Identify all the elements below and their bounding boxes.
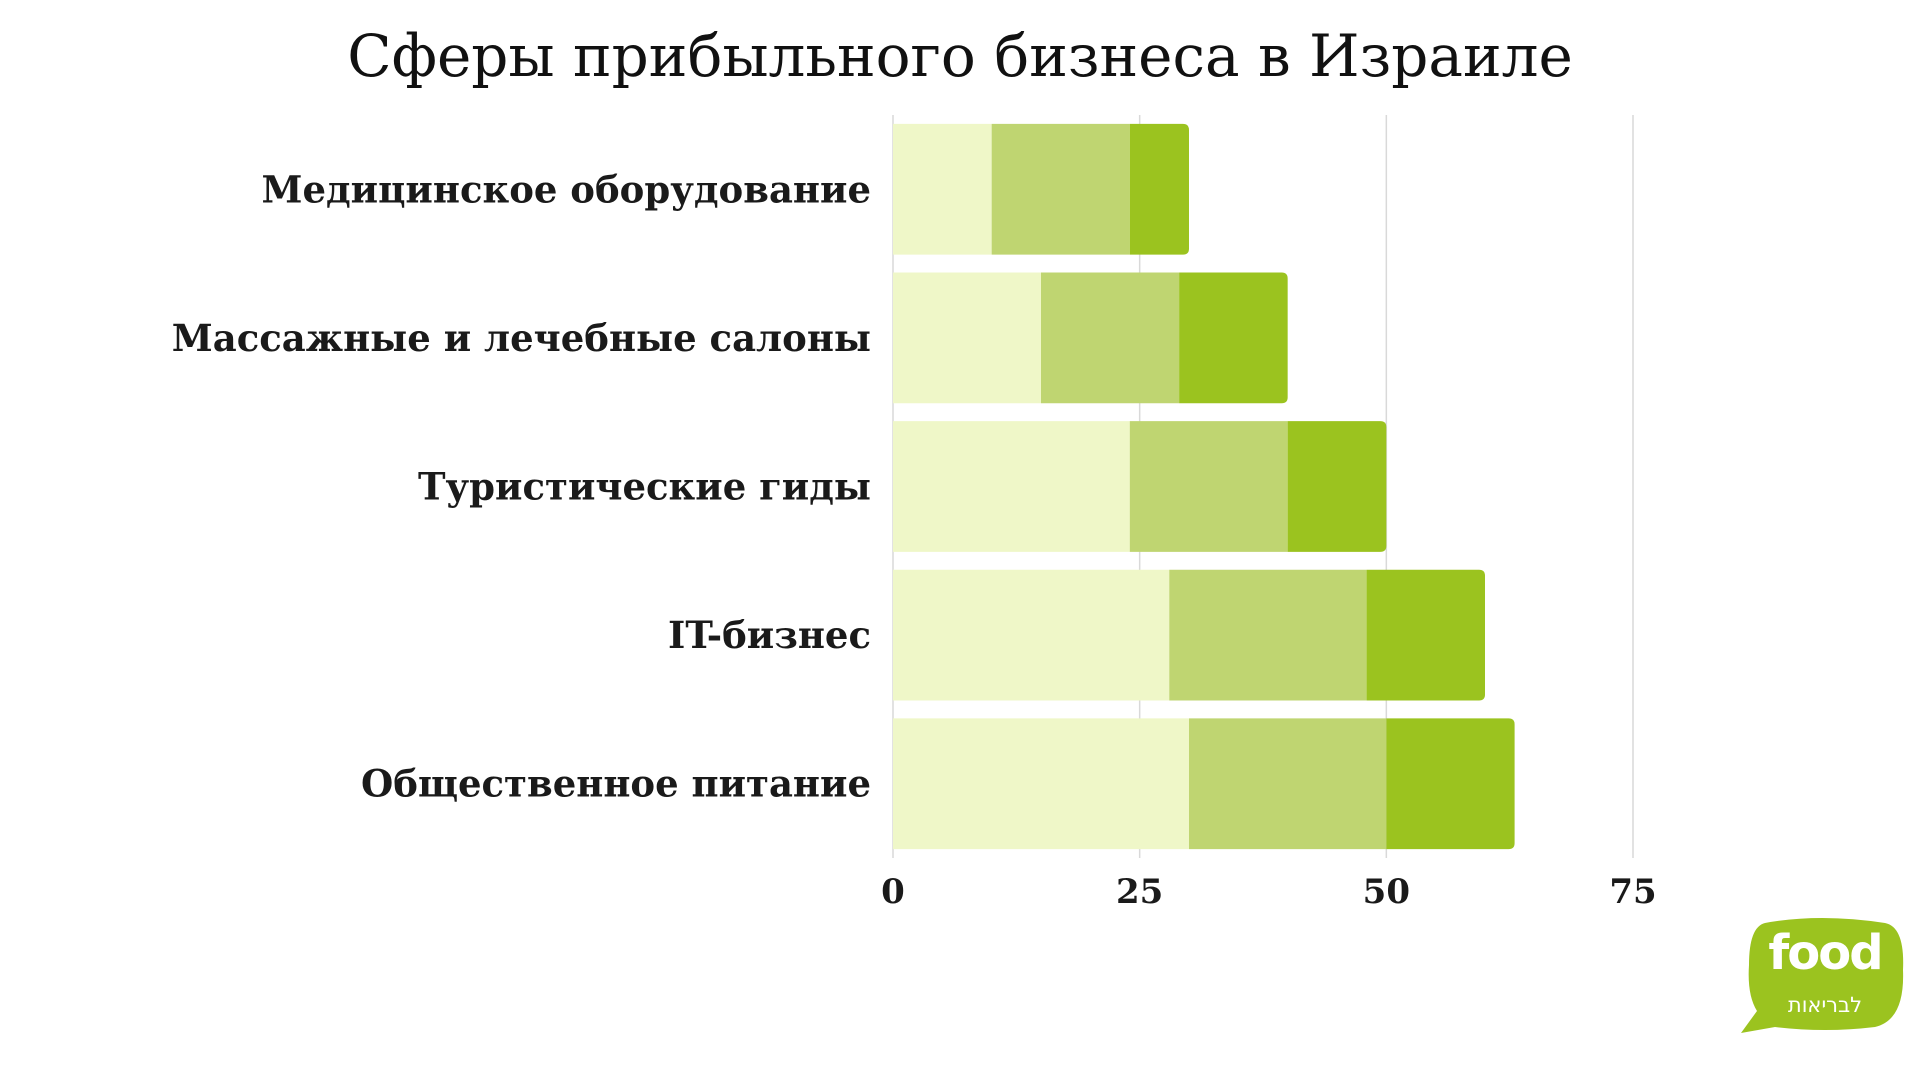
food-logo: food לבריאות [1735,915,1905,1045]
bar-segment [1129,421,1288,552]
bar-segment [893,718,1189,850]
bar-segment [1386,718,1515,850]
bar-segment [1169,569,1367,701]
category-label: Туристические гиды [418,465,871,509]
chart-title: Сферы прибыльного бизнеса в Израиле [347,22,1573,90]
bar-segment [1366,569,1485,701]
speech-bubble-icon [1741,918,1904,1033]
logo-sub-text: לבריאות [1787,993,1863,1017]
x-tick-label: 0 [881,872,905,912]
bar-segment [1179,272,1288,404]
logo-main-text: food [1768,925,1883,981]
bar-segment [893,421,1130,552]
bar-segment [1287,421,1387,552]
category-label: Медицинское оборудование [262,167,872,211]
bar-segment [1129,123,1189,255]
category-labels: Медицинское оборудование Массажные и лече… [172,167,871,805]
bar-segment [893,272,1041,404]
x-tick-label: 50 [1363,872,1410,912]
bar-segment [991,123,1130,255]
category-label: Общественное питание [361,762,871,806]
x-tick-label: 75 [1609,872,1656,912]
x-tick-labels: 0 25 50 75 [881,872,1657,912]
bar-segment [1041,272,1180,404]
category-label: Массажные и лечебные салоны [172,316,871,360]
bar-segment [893,123,992,255]
x-tick-label: 25 [1116,872,1163,912]
category-label: IT-бизнес [668,613,871,657]
bars [893,123,1515,850]
bar-segment [893,569,1170,701]
bar-segment [1189,718,1387,850]
